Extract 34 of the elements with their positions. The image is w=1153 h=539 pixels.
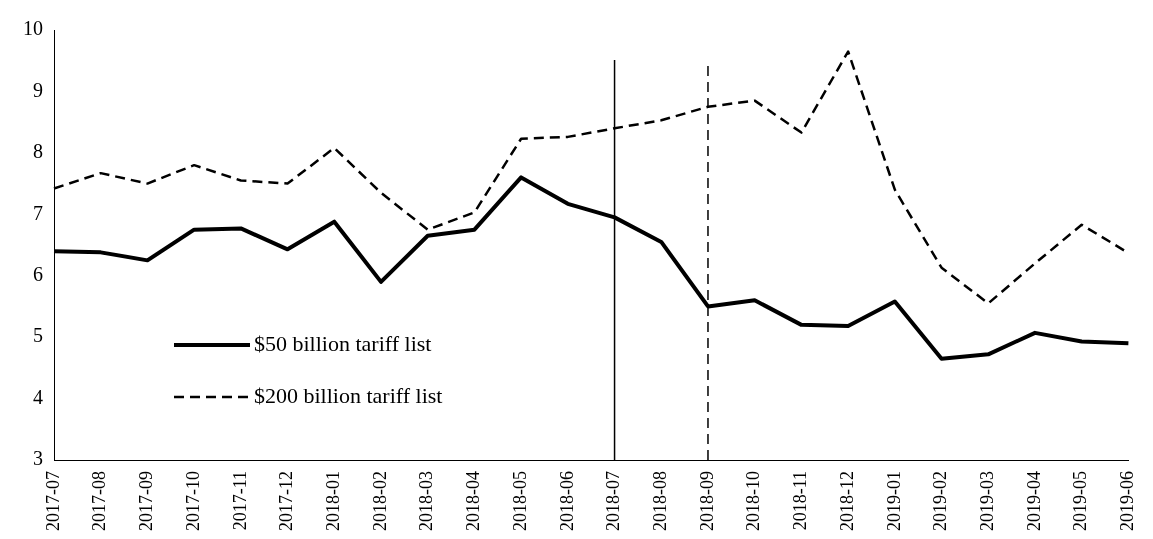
x-tick-label: 2018-10: [743, 471, 764, 532]
y-tick-label: 9: [33, 78, 43, 101]
legend-label: $200 billion tariff list: [254, 382, 443, 408]
x-tick-label: 2018-08: [650, 471, 670, 532]
x-tick-label: 2018-07: [603, 471, 624, 532]
x-tick-label: 2017-10: [182, 471, 203, 532]
y-tick-label: 3: [33, 447, 43, 470]
x-tick-label: 2017-07: [42, 471, 63, 532]
y-tick-label: 8: [33, 140, 43, 163]
x-tick-label: 2017-12: [276, 471, 297, 532]
x-tick-label: 2019-03: [977, 471, 997, 532]
x-tick-label: 2019-05: [1070, 471, 1091, 532]
x-tick-label: 2018-11: [790, 471, 811, 531]
legend-label: $50 billion tariff list: [254, 330, 432, 356]
x-tick-label: 2017-11: [229, 471, 250, 531]
y-tick-label: 10: [23, 17, 43, 40]
x-tick-label: 2018-09: [696, 471, 717, 532]
x-tick-label: 2019-01: [883, 471, 904, 532]
x-tick-label: 2018-01: [323, 471, 344, 532]
x-tick-label: 2018-05: [509, 471, 530, 532]
y-tick-label: 7: [33, 201, 43, 224]
y-tick-label: 4: [33, 385, 43, 408]
x-tick-label: 2018-02: [369, 471, 390, 532]
x-tick-label: 2017-09: [136, 471, 157, 532]
x-tick-label: 2018-03: [416, 471, 437, 532]
x-tick-label: 2018-06: [556, 471, 577, 532]
y-tick-label: 5: [33, 324, 43, 347]
x-tick-label: 2018-12: [836, 471, 857, 532]
y-tick-label: 6: [33, 262, 43, 285]
x-tick-label: 2017-08: [89, 471, 110, 532]
x-tick-label: 2019-06: [1117, 471, 1138, 532]
x-tick-label: 2019-02: [930, 471, 951, 532]
x-tick-label: 2019-04: [1023, 471, 1044, 532]
x-tick-label: 2018-04: [463, 471, 484, 532]
